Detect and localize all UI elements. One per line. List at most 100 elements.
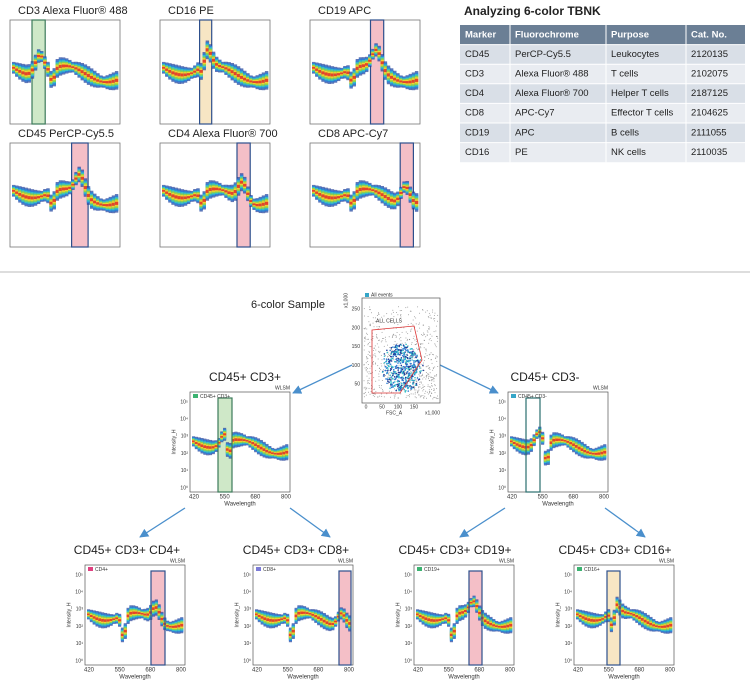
- table-cell: 2187125: [691, 88, 728, 99]
- y-tick-label: 10⁵: [180, 399, 188, 405]
- y-axis-label: Intensity_H: [171, 429, 177, 454]
- spectrum-cell: [95, 617, 99, 621]
- scatter-dot: [419, 370, 421, 373]
- spectrum-cell: [123, 629, 127, 633]
- scatter-dot: [415, 369, 417, 372]
- scatter-dot: [367, 364, 369, 366]
- spectrum-cell: [132, 611, 136, 615]
- scatter-dot: [393, 360, 396, 363]
- scatter-dot: [363, 396, 365, 398]
- scatter-dot: [383, 329, 385, 331]
- spectrum-cell: [569, 442, 573, 445]
- spectrum-cell: [168, 193, 172, 196]
- y-tick-label: 10⁵: [75, 572, 83, 578]
- scatter-dot: [437, 366, 439, 368]
- spectrum-cell: [162, 66, 166, 69]
- spectrum-cell: [40, 195, 44, 198]
- scatter-dot: [429, 386, 431, 388]
- scatter-dot: [395, 388, 397, 390]
- scatter-dot: [374, 321, 376, 323]
- scatter-dot: [387, 358, 390, 361]
- spectrum-cell: [193, 194, 197, 197]
- scatter-dot: [394, 346, 397, 348]
- y-tick-label: 10¹: [181, 468, 189, 474]
- spectrum-cell: [15, 191, 19, 194]
- spectrum-cell: [215, 63, 219, 66]
- scatter-dot: [408, 394, 410, 396]
- scatter-dot: [409, 338, 411, 340]
- spectrum-cell: [629, 613, 633, 615]
- gate-outline: [150, 570, 166, 666]
- scatter-dot: [408, 360, 410, 363]
- scatter-dot: [386, 393, 388, 395]
- node-label: CD45+ CD3-: [510, 370, 579, 384]
- scatter-dot: [398, 345, 401, 348]
- scatter-dot: [400, 366, 402, 368]
- spectrum-cell: [591, 452, 596, 455]
- spectrum-cell: [168, 70, 172, 73]
- spectrum-cell: [65, 64, 69, 68]
- scatter-dot: [414, 381, 416, 383]
- x-tick-label: 550: [220, 495, 231, 501]
- scatter-dot: [386, 351, 389, 354]
- scatter-dot: [395, 355, 397, 358]
- table-cell: PE: [515, 147, 528, 158]
- scatter-dot: [364, 337, 366, 339]
- scatter-dot: [364, 327, 366, 329]
- spectrum-cell: [261, 79, 266, 83]
- scatter-dot: [404, 342, 406, 344]
- spectrum-cell: [183, 73, 188, 77]
- scatter-dot: [408, 372, 411, 374]
- spectrum-cell: [230, 191, 235, 195]
- scatter-dot: [363, 315, 365, 317]
- scatter-dot: [403, 367, 405, 370]
- y-tick-label: 10⁰: [75, 658, 83, 664]
- spectrum-cell: [120, 633, 125, 637]
- spectrum-cell: [277, 618, 281, 621]
- scatter-dot: [402, 376, 404, 379]
- scatter-dot: [436, 340, 438, 342]
- scatter-dot: [410, 386, 413, 388]
- spectrum-cell: [500, 625, 504, 628]
- scatter-dot: [425, 336, 427, 338]
- x-tick-label: 50: [379, 404, 385, 410]
- scatter-dot: [422, 373, 424, 375]
- scatter-dot: [422, 343, 424, 345]
- scatter-dot: [397, 381, 399, 383]
- spectrum-cell: [649, 622, 653, 626]
- spectrum-cell: [560, 439, 564, 442]
- spectrum-cell: [249, 80, 253, 83]
- scatter-dot: [367, 316, 369, 318]
- scatter-dot: [434, 317, 436, 319]
- spectrum-cell: [405, 186, 409, 190]
- scatter-dot: [428, 328, 430, 330]
- scatter-dot: [406, 395, 408, 397]
- scatter-dot: [399, 310, 401, 312]
- scatter-dot: [398, 364, 400, 366]
- spectrum-cell: [99, 203, 103, 206]
- scatter-dot: [398, 385, 401, 387]
- scatter-dot: [427, 393, 429, 395]
- scatter-dot: [411, 379, 413, 382]
- scatter-dot: [378, 326, 380, 328]
- arrow: [292, 364, 353, 394]
- scatter-dot: [403, 370, 406, 372]
- spectrum-cell: [615, 603, 619, 607]
- gate-label: ALL CELLS: [376, 318, 403, 324]
- scatter-dot: [380, 385, 382, 387]
- scatter-dot: [386, 371, 389, 374]
- scatter-dot: [365, 332, 367, 334]
- spectrum-cell: [452, 629, 456, 633]
- scatter-dot: [396, 346, 398, 348]
- scatter-dot: [400, 381, 402, 383]
- scatter-dot: [410, 310, 412, 312]
- scatter-dot: [390, 384, 392, 386]
- scatter-dot: [372, 361, 374, 363]
- spectrum: [87, 599, 184, 643]
- scatter-dot: [420, 376, 422, 378]
- spectrum-cell: [115, 617, 119, 620]
- spectrum-cell: [609, 623, 614, 627]
- spectrum-cell: [86, 193, 91, 198]
- spectrum-cell: [355, 189, 360, 193]
- scatter-dot: [375, 370, 377, 372]
